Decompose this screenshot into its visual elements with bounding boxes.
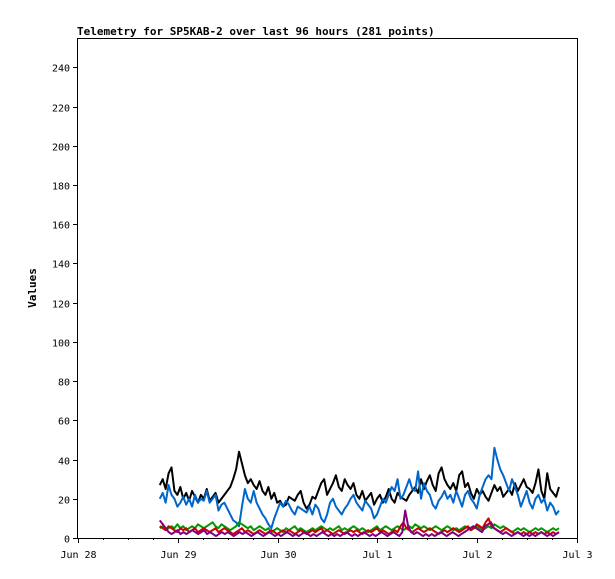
x-axis: Jun 28 Jun 29 Jun 30 Jul 1 Jul 2 Jul 3 bbox=[60, 538, 593, 561]
series-line-2 bbox=[158, 446, 560, 530]
x-tick-label: Jul 2 bbox=[462, 550, 492, 561]
x-tick-label: Jul 1 bbox=[362, 550, 392, 561]
x-tick-label: Jun 30 bbox=[260, 550, 296, 561]
series-line-5 bbox=[158, 509, 560, 538]
y-tick-label: 80 bbox=[58, 378, 70, 389]
y-tick-label: 180 bbox=[52, 182, 70, 193]
y-tick-label: 0 bbox=[64, 535, 70, 546]
x-tick-label: Jul 3 bbox=[562, 550, 592, 561]
y-axis-title: Values bbox=[26, 268, 39, 308]
y-tick-label: 240 bbox=[52, 64, 70, 75]
y-tick-label: 120 bbox=[52, 300, 70, 311]
series-line-1 bbox=[158, 450, 560, 510]
y-tick-label: 140 bbox=[52, 260, 70, 271]
plot-area-frame bbox=[77, 38, 578, 539]
y-tick-label: 40 bbox=[58, 457, 70, 468]
chart-title: Telemetry for SP5KAB-2 over last 96 hour… bbox=[77, 25, 435, 38]
series-layer bbox=[158, 446, 560, 538]
y-tick-label: 20 bbox=[58, 496, 70, 507]
y-tick-label: 160 bbox=[52, 221, 70, 232]
y-tick-label: 100 bbox=[52, 339, 70, 350]
y-tick-label: 200 bbox=[52, 143, 70, 154]
y-axis: 0 20 40 60 80 100 120 140 160 180 200 220 240 bbox=[52, 64, 78, 546]
x-tick-label: Jun 29 bbox=[160, 550, 196, 561]
x-tick-label: Jun 28 bbox=[60, 550, 96, 561]
y-tick-label: 60 bbox=[58, 417, 70, 428]
y-tick-label: 220 bbox=[52, 104, 70, 115]
